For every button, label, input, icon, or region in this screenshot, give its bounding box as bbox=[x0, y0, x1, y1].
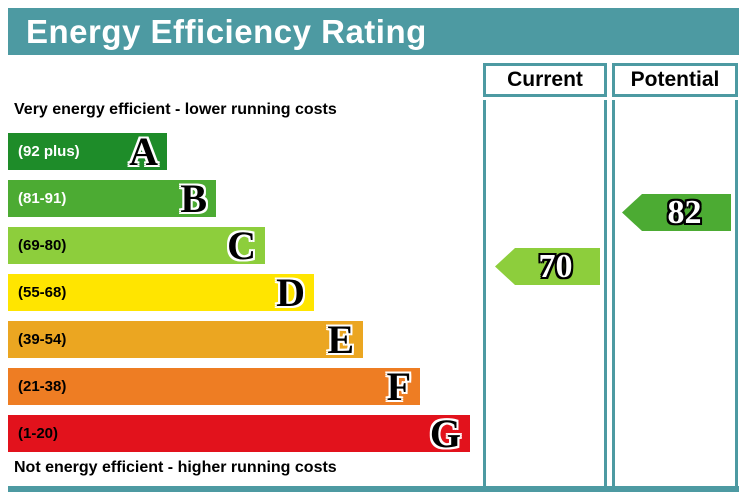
band-letter: G bbox=[429, 411, 461, 456]
title-banner: Energy Efficiency Rating bbox=[8, 8, 739, 55]
band-row-b: (81-91) B bbox=[8, 176, 216, 221]
band-letter: B bbox=[180, 176, 207, 221]
bottom-border-line bbox=[8, 486, 739, 492]
band-range-label: (55-68) bbox=[18, 284, 67, 301]
band-row-a: (92 plus) A bbox=[8, 129, 167, 174]
potential-rating-arrow: 82 bbox=[622, 194, 731, 231]
band-letter: C bbox=[227, 223, 256, 268]
current-column-header: Current bbox=[483, 63, 607, 97]
band-row-c: (69-80) C bbox=[8, 223, 265, 268]
rating-bands: (92 plus) A (81-91) B (69-80) C (55-68) D (39-54… bbox=[8, 129, 470, 462]
band-range-label: (39-54) bbox=[18, 331, 67, 348]
top-caption: Very energy efficient - lower running co… bbox=[14, 101, 337, 118]
band-range-label: (1-20) bbox=[18, 425, 59, 442]
band-range-label: (21-38) bbox=[18, 378, 67, 395]
band-letter: F bbox=[386, 364, 411, 409]
band-row-f: (21-38) F bbox=[8, 364, 420, 409]
band-range-label: (92 plus) bbox=[18, 143, 80, 160]
potential-column-body bbox=[612, 100, 738, 486]
band-letter: A bbox=[129, 129, 158, 174]
chart-title: Energy Efficiency Rating bbox=[26, 12, 427, 50]
potential-rating-value: 82 bbox=[667, 193, 702, 231]
current-rating-arrow: 70 bbox=[495, 248, 600, 285]
bottom-caption: Not energy efficient - higher running co… bbox=[14, 459, 337, 476]
band-letter: E bbox=[327, 317, 354, 362]
potential-column-header: Potential bbox=[612, 63, 738, 97]
current-column-body bbox=[483, 100, 607, 486]
band-range-label: (81-91) bbox=[18, 190, 67, 207]
band-row-d: (55-68) D bbox=[8, 270, 314, 315]
band-row-g: (1-20) G bbox=[8, 411, 470, 456]
band-row-e: (39-54) E bbox=[8, 317, 363, 362]
band-letter: D bbox=[276, 270, 305, 315]
band-range-label: (69-80) bbox=[18, 237, 67, 254]
current-rating-value: 70 bbox=[538, 247, 573, 285]
